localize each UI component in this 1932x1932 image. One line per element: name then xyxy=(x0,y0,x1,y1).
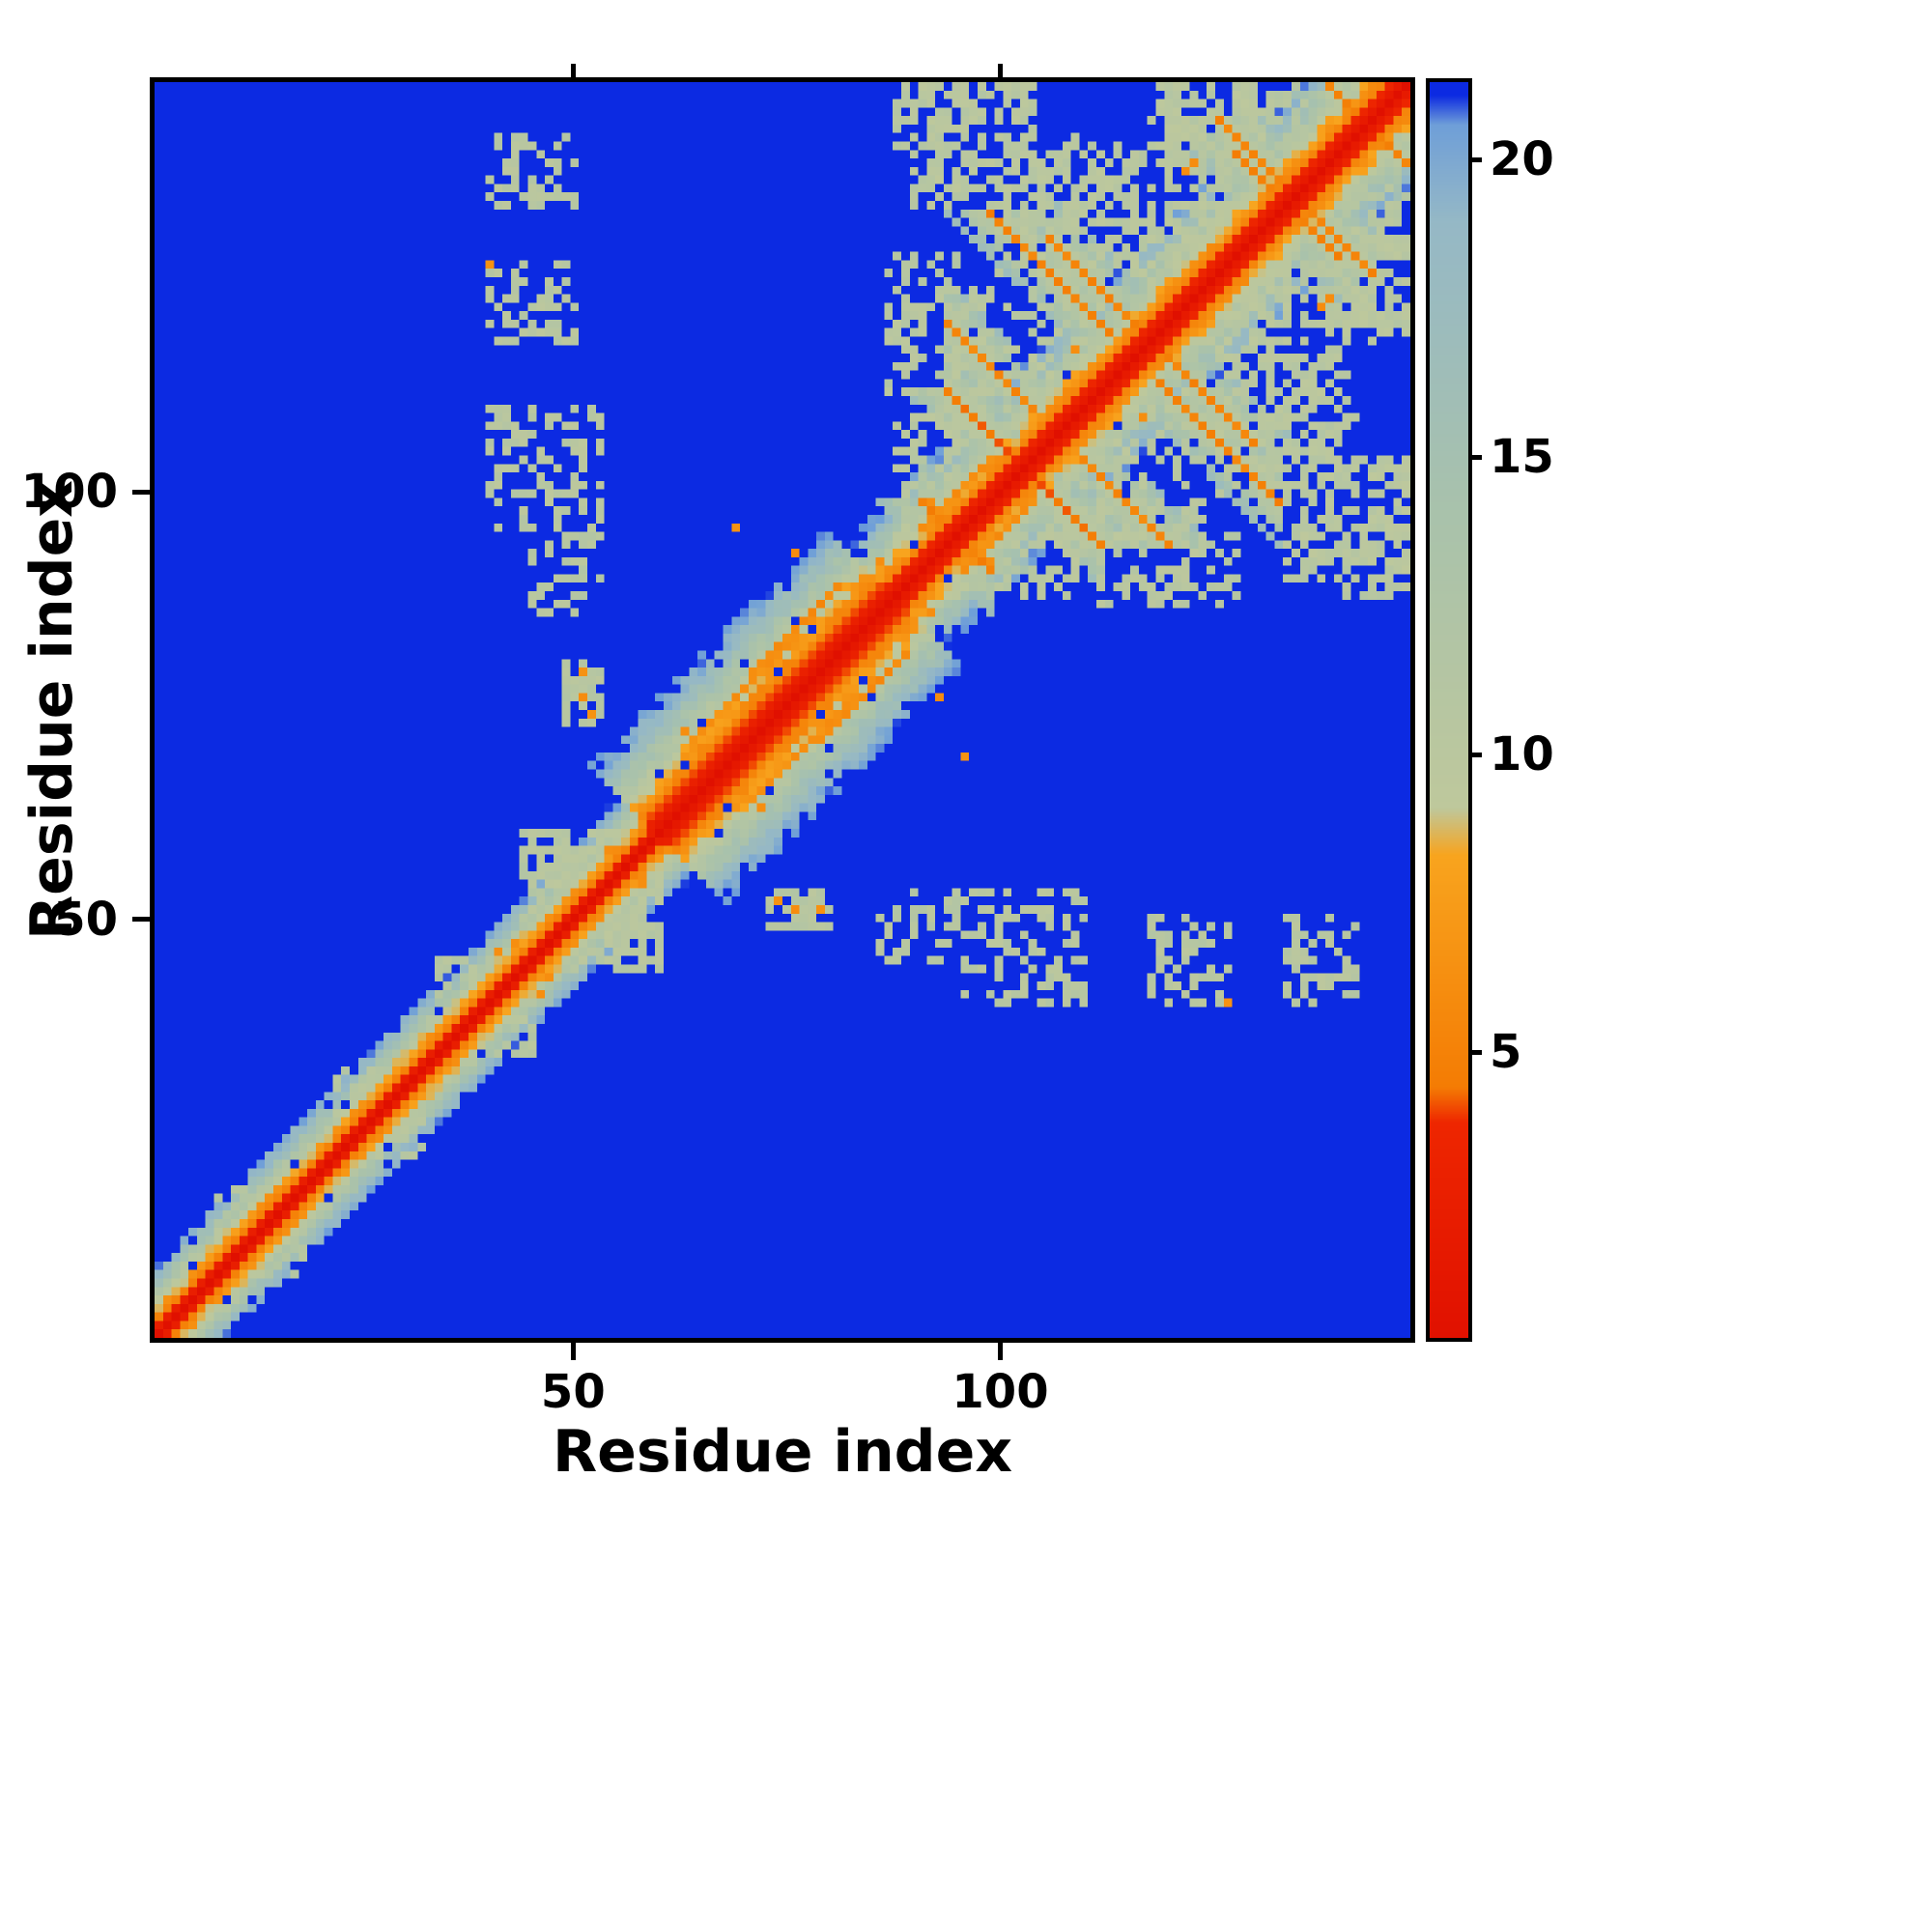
colorbar-tick-mark xyxy=(1468,1049,1482,1055)
colorbar-tick-mark xyxy=(1468,454,1482,460)
x-axis-title: Residue index xyxy=(552,1418,1013,1486)
colorbar-tick-label: 10 xyxy=(1490,727,1554,782)
y-axis-title: Residue index xyxy=(18,479,86,941)
x-tick-mark-top xyxy=(570,64,576,77)
x-tick-mark xyxy=(570,1343,576,1360)
x-tick-label: 100 xyxy=(952,1365,1049,1419)
colorbar-tick-label: 5 xyxy=(1490,1025,1522,1080)
colorbar-tick-label: 15 xyxy=(1490,430,1554,485)
x-tick-mark xyxy=(998,1343,1003,1360)
colorbar-canvas xyxy=(1430,82,1468,1338)
x-tick-label: 50 xyxy=(540,1365,606,1419)
y-tick-mark xyxy=(132,489,150,495)
distance-map-canvas xyxy=(155,82,1410,1338)
colorbar-tick-mark xyxy=(1468,156,1482,162)
colorbar-tick-label: 20 xyxy=(1490,132,1554,187)
y-tick-label: 50 xyxy=(53,892,118,947)
y-tick-mark xyxy=(132,917,150,923)
colorbar-tick-mark xyxy=(1468,752,1482,757)
y-tick-label: 100 xyxy=(20,465,118,520)
x-tick-mark-top xyxy=(998,64,1003,77)
